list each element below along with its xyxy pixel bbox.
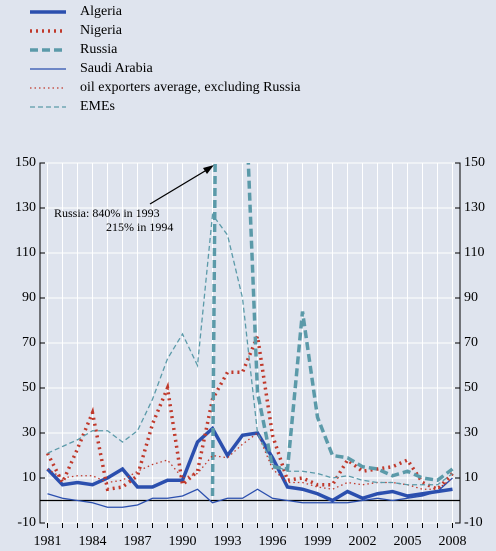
- annotation: Russia: 840% in 1993: [54, 206, 160, 220]
- y2-tick-label: 50: [464, 380, 478, 395]
- y-tick-label: 70: [22, 335, 36, 350]
- y-tick-label: 110: [16, 245, 36, 260]
- x-tick-label: 1981: [34, 534, 62, 549]
- y2-tick-label: 70: [464, 335, 478, 350]
- y2-tick-label: 130: [464, 200, 485, 215]
- legend-label: EMEs: [80, 99, 115, 114]
- arrow-head: [203, 165, 214, 174]
- y-tick-label: 10: [22, 470, 36, 485]
- series-line: [46, 425, 453, 503]
- annotation: 215% in 1994: [106, 220, 173, 234]
- y-tick-label: 150: [15, 155, 36, 170]
- legend-label: oil exporters average, excluding Russia: [80, 80, 301, 95]
- y2-tick-label: 90: [464, 290, 478, 305]
- annotation-arrow: [149, 167, 211, 205]
- x-tick-label: 1984: [79, 534, 107, 549]
- y-tick-label: 90: [22, 290, 36, 305]
- y-tick-label: 30: [22, 425, 36, 440]
- x-tick-label: 1993: [214, 534, 242, 549]
- y-tick-label: 50: [22, 380, 36, 395]
- legend-label: Algeria: [80, 4, 123, 19]
- legend-label: Saudi Arabia: [80, 61, 153, 76]
- x-tick-label: 1999: [304, 534, 332, 549]
- x-tick-label: 1990: [169, 534, 197, 549]
- legend-label: Nigeria: [80, 23, 123, 38]
- x-tick-label: 2008: [439, 534, 467, 549]
- y-tick-label: -10: [17, 515, 36, 530]
- y2-tick-label: 150: [464, 155, 485, 170]
- y-tick-label: 130: [15, 200, 36, 215]
- y2-tick-label: 30: [464, 425, 478, 440]
- y2-tick-label: 110: [464, 245, 484, 260]
- series-line: [45, 329, 454, 492]
- legend-label: Russia: [80, 42, 118, 57]
- y2-tick-label: 10: [464, 470, 478, 485]
- x-tick-label: 2002: [349, 534, 377, 549]
- series-layer: [45, 163, 454, 508]
- x-tick-label: 1996: [259, 534, 287, 549]
- x-tick-label: 1987: [124, 534, 152, 549]
- series-line: [47, 477, 453, 508]
- series-line: [210, 163, 454, 497]
- x-tick-label: 2005: [394, 534, 422, 549]
- series-line: [47, 213, 453, 486]
- y2-tick-label: -10: [464, 515, 483, 530]
